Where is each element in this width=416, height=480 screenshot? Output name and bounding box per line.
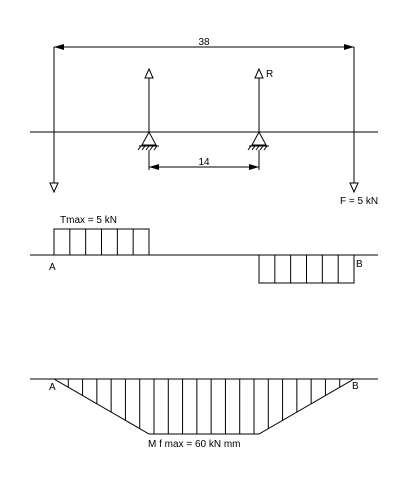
overall-dimension: 38 — [53, 37, 355, 190]
up-arrow-right-icon — [254, 67, 264, 79]
reaction-label: R — [266, 69, 273, 80]
down-arrow-left-icon — [49, 182, 59, 194]
shear-end-a-label: A — [49, 262, 56, 273]
moment-end-a-label: A — [49, 382, 56, 393]
pin-support-icon — [141, 130, 157, 146]
dimension-arrow-right — [344, 44, 354, 50]
up-arrow-left-icon — [144, 67, 154, 79]
force-label: F = 5 kN — [340, 196, 378, 207]
support-spacing-label: 14 — [198, 157, 210, 168]
overall-length-label: 38 — [198, 37, 210, 48]
moment-max-label: M f max = 60 kN mm — [148, 439, 241, 450]
support-left — [137, 67, 159, 151]
support-right: R — [247, 67, 273, 151]
moment-outline — [53, 378, 355, 435]
shear-hatching — [69, 229, 339, 283]
down-arrow-right-icon — [349, 182, 359, 194]
end-load-right: F = 5 kN — [340, 182, 378, 207]
support-spacing-dimension: 14 — [148, 150, 260, 170]
spacing-arrow-left — [149, 164, 159, 170]
roller-support-icon — [251, 130, 267, 146]
moment-diagram: A B M f max = 60 kN mm — [30, 378, 378, 450]
dimension-arrow-left — [54, 44, 64, 50]
end-load-left — [49, 182, 59, 194]
shear-diagram: Tmax = 5 kN A B — [30, 215, 378, 284]
moment-hatching — [67, 379, 341, 434]
moment-end-b-label: B — [352, 381, 359, 392]
hatch-icon — [137, 145, 158, 151]
hatch-icon — [247, 145, 268, 151]
shear-end-b-label: B — [356, 259, 363, 270]
beam-loading-diagram: 38 F = 5 kN — [30, 37, 378, 207]
shear-max-label: Tmax = 5 kN — [60, 215, 117, 226]
spacing-arrow-right — [249, 164, 259, 170]
